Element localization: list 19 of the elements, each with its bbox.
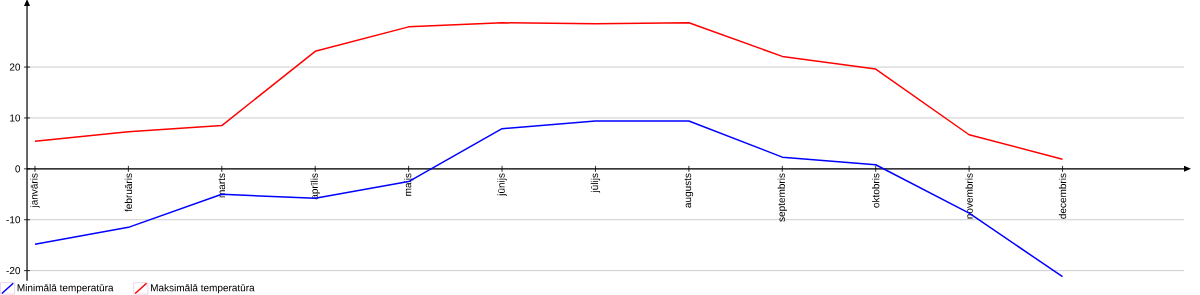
y-tick-label: 20: [9, 63, 21, 71]
y-tick-label: -20: [6, 266, 21, 274]
legend-label: Minimālā temperatūra: [17, 283, 114, 294]
x-tick-label: februāris: [124, 173, 133, 212]
y-tick-label: -10: [6, 216, 21, 224]
x-tick-label: novembris: [965, 173, 973, 219]
x-tick-label: janvāris: [30, 173, 40, 208]
x-tick-label: augusts: [684, 173, 694, 208]
x-tick-label: marts: [218, 173, 226, 198]
y-tick-label: 10: [10, 114, 21, 122]
x-tick-label: jūlijs: [590, 173, 601, 193]
legend-label: Maksimālā temperatūra: [150, 283, 255, 294]
x-tick-label: decembris: [1058, 173, 1067, 219]
line-series: [34, 21, 1064, 160]
x-tick-label: jūnijs: [497, 173, 507, 196]
x-tick-label: septembris: [777, 173, 787, 222]
x-tick-label: aprīlis: [310, 173, 320, 200]
x-tick-label: oktobris: [872, 173, 880, 208]
y-tick-label: 0: [15, 165, 21, 173]
